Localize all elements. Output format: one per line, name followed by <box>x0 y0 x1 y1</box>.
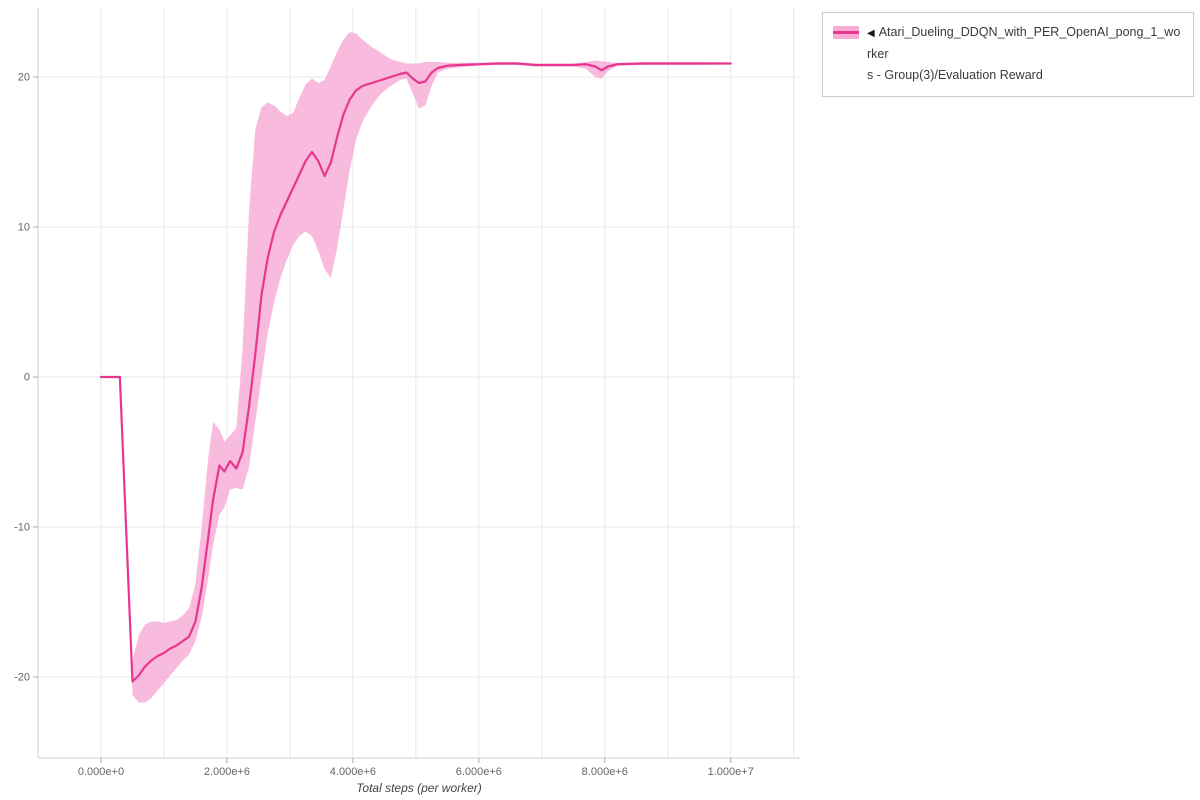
confidence-band <box>100 32 731 703</box>
legend-swatch-icon <box>833 25 859 45</box>
svg-text:2.000e+6: 2.000e+6 <box>204 766 250 778</box>
svg-text:-20: -20 <box>14 672 30 684</box>
svg-text:1.000e+7: 1.000e+7 <box>708 766 754 778</box>
plot-container: 0.000e+0 2.000e+6 4.000e+6 6.000e+6 8.000e+6… <box>0 0 810 800</box>
svg-text:0: 0 <box>24 372 30 384</box>
y-axis-ticks: -20 -10 0 10 20 <box>14 72 38 684</box>
legend-marker-icon: ◀ <box>867 28 875 39</box>
legend-label-line2: s - Group(3)/Evaluation Reward <box>867 68 1043 82</box>
svg-text:8.000e+6: 8.000e+6 <box>582 766 628 778</box>
reward-chart[interactable]: 0.000e+0 2.000e+6 4.000e+6 6.000e+6 8.000e+6… <box>0 0 810 800</box>
legend-label: ◀ Atari_Dueling_DDQN_with_PER_OpenAI_pong… <box>867 22 1183 86</box>
svg-text:20: 20 <box>18 72 30 84</box>
mean-line <box>99 62 732 683</box>
legend-label-line1: Atari_Dueling_DDQN_with_PER_OpenAI_pong_… <box>867 25 1181 61</box>
svg-text:10: 10 <box>18 222 30 234</box>
x-axis-title: Total steps (per worker) <box>356 781 482 795</box>
axis-lines <box>37 8 800 759</box>
x-axis-ticks: 0.000e+0 2.000e+6 4.000e+6 6.000e+6 8.000e+6… <box>78 758 754 778</box>
legend[interactable]: ◀ Atari_Dueling_DDQN_with_PER_OpenAI_pong… <box>822 12 1194 97</box>
svg-text:-10: -10 <box>14 522 30 534</box>
svg-text:6.000e+6: 6.000e+6 <box>456 766 502 778</box>
svg-text:0.000e+0: 0.000e+0 <box>78 766 124 778</box>
svg-text:4.000e+6: 4.000e+6 <box>330 766 376 778</box>
